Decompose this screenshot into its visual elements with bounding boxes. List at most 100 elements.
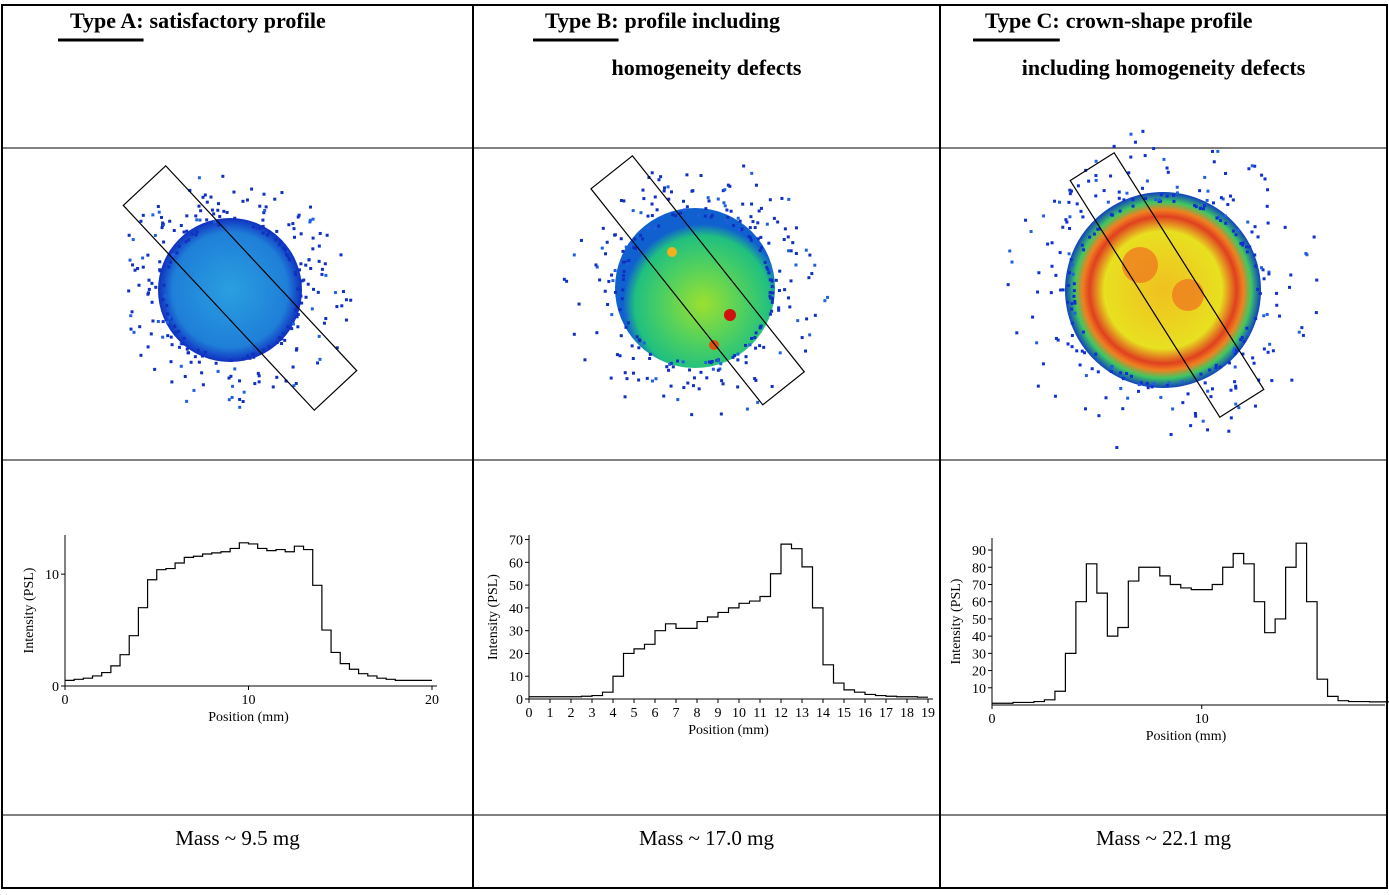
noise-pixel [139,219,143,223]
noise-pixel [1141,129,1145,133]
noise-pixel [1058,200,1062,204]
x-tick-label: 18 [900,706,914,721]
noise-pixel [637,378,641,382]
noise-pixel [642,341,646,345]
noise-pixel [1210,149,1214,153]
noise-pixel [127,289,131,293]
noise-pixel [158,268,162,272]
noise-pixel [1066,342,1070,346]
noise-pixel [1234,386,1238,390]
noise-pixel [676,398,680,402]
noise-pixel [299,294,303,298]
noise-pixel [758,325,762,329]
noise-pixel [1075,349,1079,353]
noise-pixel [682,386,686,390]
noise-pixel [277,336,281,340]
noise-pixel [225,210,229,214]
noise-pixel [320,267,324,271]
noise-pixel [1205,198,1209,202]
noise-pixel [1224,221,1228,225]
noise-pixel [197,360,201,364]
noise-pixel [1259,266,1263,270]
noise-pixel [154,285,158,289]
noise-pixel [268,230,272,234]
noise-pixel [709,215,713,219]
noise-pixel [631,209,635,213]
noise-pixel [758,248,762,252]
noise-pixel [1193,411,1197,415]
noise-pixel [1069,189,1073,193]
noise-pixel [753,336,757,340]
noise-pixel [682,199,686,203]
noise-pixel [275,340,279,344]
noise-pixel [709,361,713,365]
noise-pixel [209,195,213,199]
noise-pixel [230,395,234,399]
noise-pixel [1250,230,1254,234]
y-tick-label: 40 [972,630,986,645]
noise-pixel [316,361,320,365]
profile-line [529,543,928,698]
noise-pixel [679,211,683,215]
noise-pixel [1256,287,1260,291]
noise-pixel [1189,424,1193,428]
noise-pixel [1059,288,1063,292]
noise-pixel [1076,184,1080,188]
noise-pixel [1169,433,1173,437]
noise-pixel [1133,140,1137,144]
noise-pixel [1260,173,1264,177]
noise-pixel [719,412,723,416]
noise-pixel [723,188,727,192]
noise-pixel [1129,132,1133,136]
noise-pixel [1110,366,1114,370]
noise-pixel [1233,365,1237,369]
noise-pixel [741,202,745,206]
noise-pixel [213,220,217,224]
x-tick-label: 4 [610,706,617,721]
noise-pixel [690,413,694,417]
noise-pixel [737,228,741,232]
noise-pixel [696,213,700,217]
noise-pixel [168,316,172,320]
noise-pixel [1087,179,1091,183]
noise-pixel [1109,369,1113,373]
noise-pixel [1234,384,1238,388]
noise-pixel [613,233,617,237]
noise-pixel [757,209,761,213]
noise-pixel [759,206,763,210]
x-tick-label: 19 [921,706,935,721]
noise-pixel [139,353,143,357]
noise-pixel [1069,258,1073,262]
noise-pixel [618,308,622,312]
noise-pixel [1117,196,1121,200]
noise-pixel [339,253,343,257]
noise-pixel [768,278,772,282]
noise-pixel [290,327,294,331]
noise-pixel [1010,260,1014,264]
noise-pixel [1065,220,1069,224]
noise-pixel [291,322,295,326]
noise-pixel [286,325,290,329]
noise-pixel [309,205,313,209]
noise-pixel [595,331,599,335]
noise-pixel [1254,264,1258,268]
noise-pixel [813,263,817,267]
noise-pixel [1070,321,1074,325]
noise-pixel [1090,367,1094,371]
noise-pixel [1094,178,1098,182]
noise-pixel [622,199,626,203]
noise-pixel [1206,428,1210,432]
noise-pixel [171,253,175,257]
noise-pixel [141,213,145,217]
noise-pixel [127,233,131,237]
noise-pixel [1119,371,1123,375]
noise-pixel [238,397,242,401]
noise-pixel [309,267,313,271]
noise-pixel [1203,381,1207,385]
noise-pixel [162,240,166,244]
noise-pixel [621,277,625,281]
noise-pixel [748,226,752,230]
noise-pixel [200,371,204,375]
noise-pixel [1227,429,1231,433]
